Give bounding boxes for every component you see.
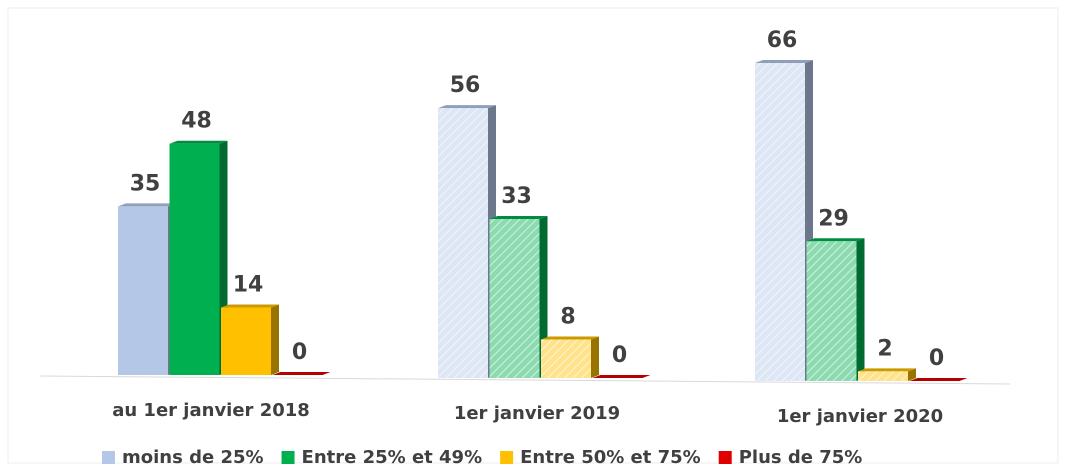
legend-label: Plus de 75% — [739, 447, 863, 468]
bar-top — [909, 378, 968, 381]
bar-top — [489, 216, 548, 219]
bar-hatch — [541, 339, 591, 378]
value-label: 14 — [233, 273, 264, 298]
value-label: 8 — [560, 304, 575, 329]
legend-label: moins de 25% — [122, 447, 264, 468]
chart-frame — [7, 7, 1059, 464]
x-tick-label: au 1er janvier 2018 — [112, 400, 310, 421]
bar — [909, 378, 968, 381]
legend-swatch — [281, 451, 295, 464]
bar-side — [271, 304, 279, 375]
bar-hatch — [438, 108, 488, 378]
bar-top — [541, 336, 599, 340]
bar — [438, 105, 496, 378]
bar-side — [908, 368, 916, 381]
value-label: 33 — [501, 184, 532, 209]
bar-side — [591, 336, 599, 378]
legend-swatch — [500, 451, 514, 464]
value-label: 2 — [877, 336, 892, 361]
x-tick-label: 1er janvier 2019 — [454, 403, 620, 424]
x-tick-label: 1er janvier 2020 — [777, 406, 943, 427]
bar-top — [438, 105, 496, 109]
bar-front — [221, 307, 271, 375]
bar — [755, 60, 813, 381]
value-label: 48 — [181, 109, 212, 134]
bar — [169, 140, 228, 375]
value-label: 66 — [767, 28, 798, 53]
bar-top — [272, 372, 331, 375]
bar-top — [592, 375, 651, 378]
legend-swatch — [718, 451, 732, 464]
bar-side — [539, 216, 548, 378]
bar — [592, 375, 651, 378]
bar-front — [118, 206, 168, 375]
bar-top — [806, 238, 865, 242]
bar — [806, 238, 865, 381]
bar — [221, 304, 279, 375]
bar-top — [169, 140, 228, 144]
value-label: 0 — [929, 346, 944, 371]
legend-swatch — [102, 451, 115, 464]
bar-hatch — [489, 219, 540, 378]
bar — [272, 372, 331, 375]
value-label: 0 — [292, 340, 307, 365]
legend-label: Entre 50% et 75% — [520, 447, 701, 468]
bar-hatch — [806, 241, 857, 381]
value-label: 0 — [612, 343, 627, 368]
bar — [541, 336, 599, 378]
baseline — [39, 375, 1011, 385]
bar-hatch — [755, 63, 805, 381]
bar-front — [169, 143, 220, 375]
bar-hatch — [858, 371, 908, 381]
value-label: 29 — [818, 206, 849, 231]
value-label: 56 — [450, 73, 481, 98]
bar — [489, 216, 548, 378]
bar-side — [856, 238, 865, 381]
bar — [118, 203, 176, 375]
bar — [858, 368, 916, 381]
bar-top — [221, 304, 279, 308]
bar-top — [755, 60, 813, 63]
value-label: 35 — [130, 171, 161, 196]
legend-label: Entre 25% et 49% — [302, 447, 483, 468]
bar-top — [118, 203, 176, 207]
bar-top — [858, 368, 916, 372]
